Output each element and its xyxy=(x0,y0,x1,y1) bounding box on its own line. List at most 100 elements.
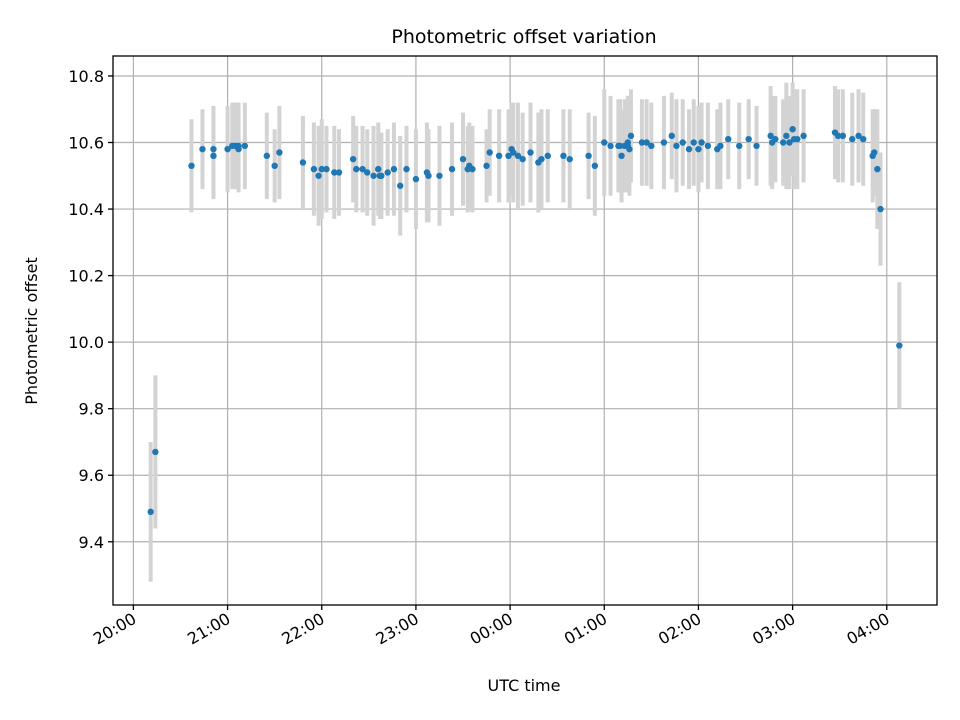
x-axis-label: UTC time xyxy=(488,676,561,695)
x-tick-label: 01:00 xyxy=(561,609,610,649)
data-point xyxy=(618,152,625,160)
x-tick-label: 04:00 xyxy=(843,609,892,649)
data-point xyxy=(877,205,884,213)
data-point xyxy=(627,132,635,140)
data-point xyxy=(786,139,793,146)
y-tick-label: 9.6 xyxy=(79,466,104,485)
data-point xyxy=(359,165,366,173)
data-point xyxy=(753,142,760,150)
data-point xyxy=(370,172,377,179)
y-tick-label: 10.4 xyxy=(68,200,104,219)
data-point xyxy=(483,162,490,169)
data-point xyxy=(660,139,668,146)
data-point xyxy=(638,139,646,146)
data-point xyxy=(353,165,360,173)
y-tick-label: 10.8 xyxy=(68,67,104,86)
data-point xyxy=(241,142,249,150)
data-point xyxy=(459,155,467,163)
data-point xyxy=(331,169,338,176)
y-tick-label: 9.4 xyxy=(79,533,104,552)
data-point xyxy=(299,159,307,166)
data-point xyxy=(390,165,398,173)
data-point xyxy=(896,342,903,349)
data-point xyxy=(276,149,283,156)
data-point xyxy=(323,165,330,173)
data-point xyxy=(855,132,862,140)
data-point xyxy=(403,165,410,173)
data-point xyxy=(425,172,432,179)
data-point xyxy=(271,162,278,169)
data-point xyxy=(849,135,856,143)
data-point xyxy=(607,142,614,150)
data-point xyxy=(224,145,231,153)
data-point xyxy=(210,145,217,153)
x-tick-label: 00:00 xyxy=(467,609,516,649)
data-point xyxy=(725,135,732,143)
plot-frame xyxy=(112,55,938,606)
data-point xyxy=(364,169,371,176)
data-point xyxy=(685,145,693,153)
data-point xyxy=(673,142,680,150)
x-tick-label: 20:00 xyxy=(90,609,139,649)
data-point xyxy=(566,155,573,163)
y-tick-label: 10.6 xyxy=(68,134,104,153)
data-point xyxy=(519,155,526,163)
data-point xyxy=(349,155,357,163)
y-tick-label: 10.0 xyxy=(68,333,104,352)
data-point xyxy=(783,132,790,140)
y-tick-label: 9.8 xyxy=(79,400,104,419)
data-point xyxy=(495,152,503,160)
data-point xyxy=(601,139,608,146)
data-point xyxy=(800,132,807,140)
data-point xyxy=(199,145,206,153)
data-point xyxy=(772,135,779,143)
data-point xyxy=(704,142,712,150)
data-point xyxy=(695,145,702,153)
data-point xyxy=(397,182,404,189)
data-point xyxy=(375,165,382,173)
data-point xyxy=(717,142,724,150)
y-axis-label: Photometric offset xyxy=(22,257,41,405)
data-point xyxy=(384,169,391,176)
data-points xyxy=(147,126,903,516)
data-point xyxy=(860,135,867,143)
data-point xyxy=(874,165,881,173)
data-point xyxy=(505,152,512,160)
data-point xyxy=(648,142,655,150)
data-point xyxy=(626,145,633,153)
data-point xyxy=(668,132,675,140)
x-tick-label: 02:00 xyxy=(655,609,704,649)
data-point xyxy=(335,169,343,176)
data-point xyxy=(690,139,697,146)
data-point xyxy=(469,165,476,173)
x-tick-label: 23:00 xyxy=(372,609,421,649)
chart-title: Photometric offset variation xyxy=(391,26,656,48)
data-point xyxy=(263,152,271,160)
data-point xyxy=(560,152,567,160)
data-point xyxy=(745,135,752,143)
data-point xyxy=(767,132,774,140)
data-point xyxy=(544,152,551,160)
data-point xyxy=(310,165,318,173)
data-point xyxy=(624,139,632,146)
data-point xyxy=(871,149,878,156)
y-axis-ticks: 9.4 9.6 9.8 10.0 10.2 10.4 10.6 10.8 xyxy=(68,67,113,552)
data-point xyxy=(210,152,217,160)
data-point xyxy=(591,162,599,169)
data-point xyxy=(147,508,154,516)
data-point xyxy=(527,149,534,156)
data-point xyxy=(315,172,322,179)
data-point xyxy=(412,175,420,183)
data-point xyxy=(318,165,325,173)
data-point xyxy=(436,172,443,179)
data-point xyxy=(378,172,385,179)
data-point xyxy=(789,126,796,133)
data-point xyxy=(794,135,801,143)
data-point xyxy=(152,448,159,456)
x-axis-ticks: 20:00 21:00 22:00 23:00 00:00 01:00 02:00 03:00… xyxy=(90,605,893,649)
data-point xyxy=(585,152,592,160)
data-point xyxy=(779,139,787,146)
data-point xyxy=(235,142,242,150)
data-point xyxy=(510,149,517,156)
